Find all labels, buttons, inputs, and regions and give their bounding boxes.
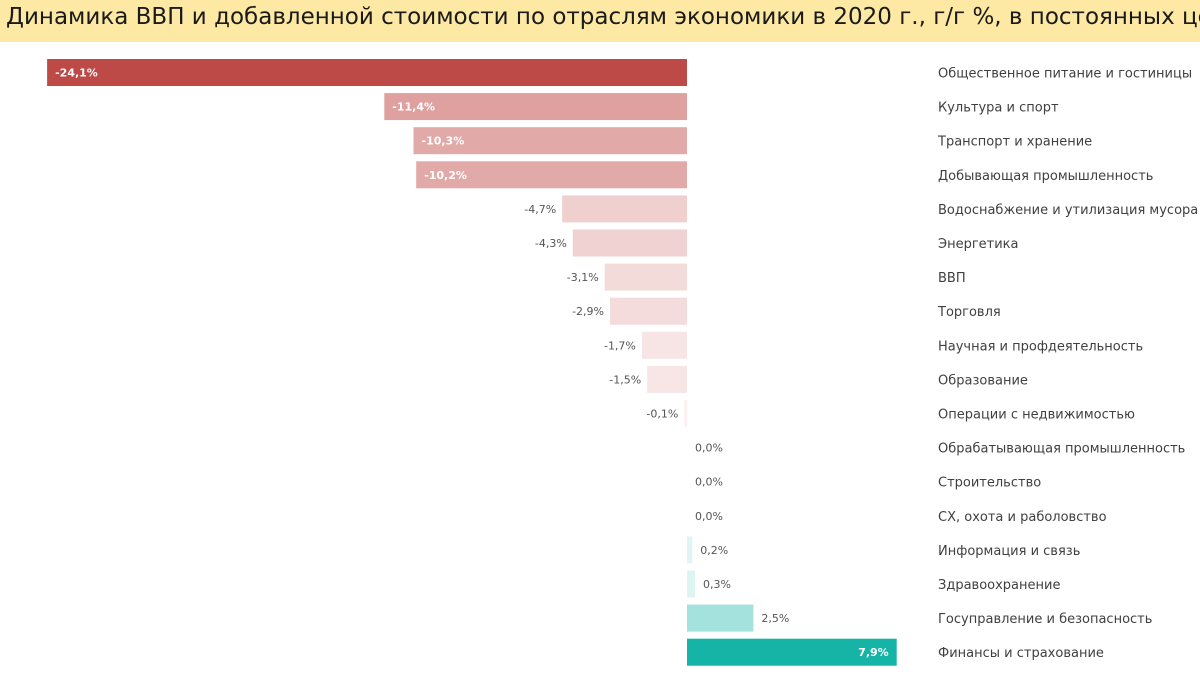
data-label: 7,9%	[858, 646, 889, 659]
category-label: Торговля	[937, 305, 1001, 320]
title-bar: Динамика ВВП и добавленной стоимости по …	[0, 0, 1200, 42]
category-label: Информация и связь	[938, 544, 1080, 559]
data-label: -24,1%	[55, 67, 98, 80]
data-label: -0,1%	[646, 408, 678, 421]
data-label: -4,3%	[535, 237, 567, 250]
bar	[687, 536, 693, 564]
bar	[416, 161, 687, 189]
bar	[684, 400, 687, 427]
category-label: Госуправление и безопасность	[938, 612, 1152, 627]
category-label: Финансы и страхование	[938, 646, 1104, 661]
bar	[687, 638, 897, 666]
bar	[562, 195, 687, 223]
bar	[610, 297, 687, 325]
category-label: ВВП	[938, 271, 966, 286]
category-label: Научная и профдеятельность	[938, 339, 1143, 354]
category-label: Транспорт и хранение	[937, 135, 1092, 150]
category-label: Добывающая промышленность	[938, 169, 1153, 184]
data-label: 0,0%	[695, 510, 723, 523]
bar	[384, 93, 687, 121]
data-label: -2,9%	[572, 305, 604, 318]
category-label: Образование	[938, 373, 1028, 388]
data-label: -3,1%	[567, 271, 599, 284]
category-label: Здравоохранение	[938, 578, 1060, 593]
data-label: 0,3%	[703, 578, 731, 591]
bar	[604, 263, 687, 291]
data-label: 0,0%	[695, 476, 723, 489]
category-label: Общественное питание и гостиницы	[938, 67, 1192, 82]
category-label: Водоснабжение и утилизация мусора	[938, 203, 1198, 218]
category-label: Энергетика	[938, 237, 1019, 252]
chart-title: Динамика ВВП и добавленной стоимости по …	[6, 4, 1200, 30]
bar	[687, 604, 754, 632]
data-label: -10,2%	[424, 169, 467, 182]
category-label: Обрабатывающая промышленность	[938, 442, 1185, 457]
bar	[572, 229, 687, 257]
category-label: СХ, охота и раболовство	[938, 510, 1107, 525]
bar	[641, 331, 687, 359]
data-label: -1,5%	[609, 373, 641, 386]
data-label: -1,7%	[604, 339, 636, 352]
bar	[413, 127, 687, 155]
data-label: 2,5%	[761, 612, 789, 625]
category-label: Культура и спорт	[938, 101, 1059, 116]
data-label: -10,3%	[422, 135, 465, 148]
data-label: 0,2%	[700, 544, 728, 557]
data-label: -11,4%	[392, 101, 435, 114]
bar	[687, 570, 695, 598]
data-label: 0,0%	[695, 442, 723, 455]
category-label: Строительство	[938, 476, 1041, 491]
category-label: Операции с недвижимостью	[938, 408, 1135, 423]
bar	[47, 59, 688, 86]
bar	[647, 365, 687, 393]
data-label: -4,7%	[524, 203, 556, 216]
